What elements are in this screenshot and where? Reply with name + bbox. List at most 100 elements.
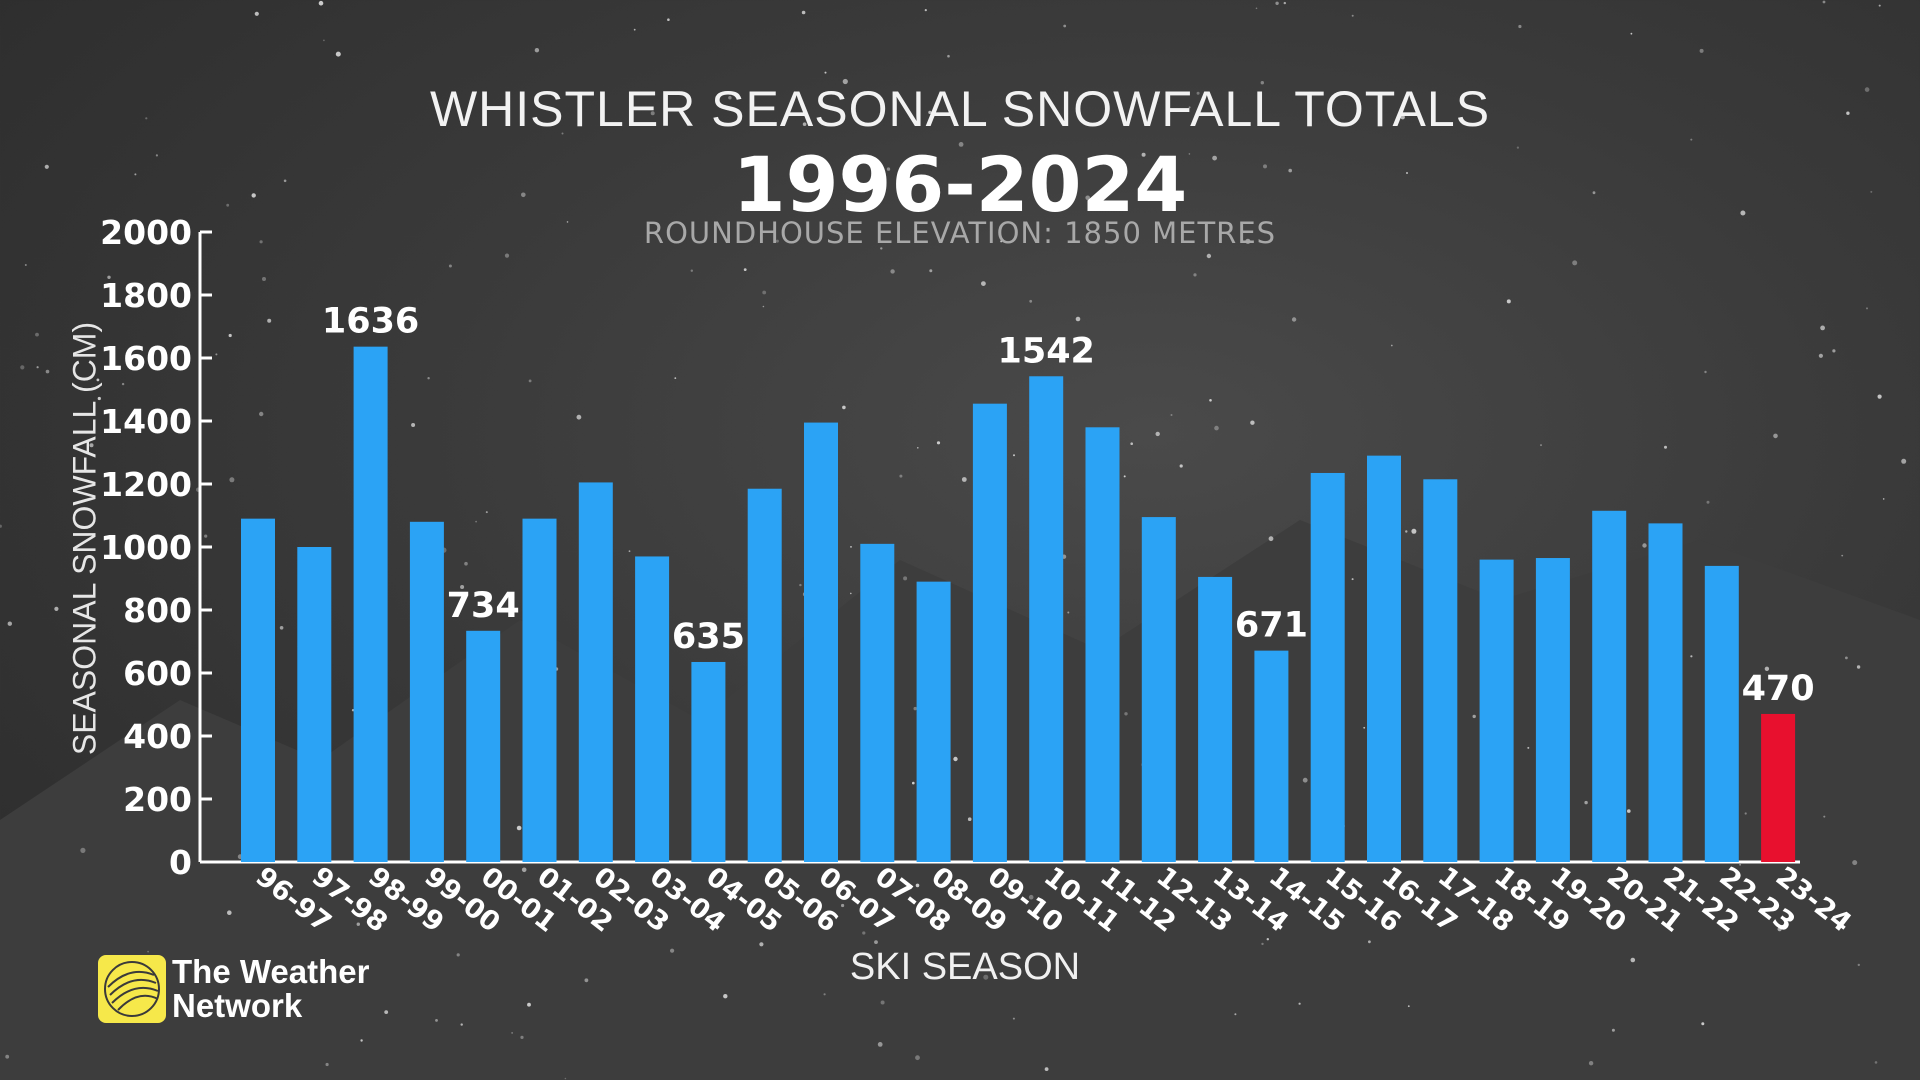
snow-speck	[802, 122, 807, 126]
x-axis-title: SKI SEASON	[849, 946, 1081, 988]
snow-speck	[850, 592, 852, 595]
snow-speck	[1864, 87, 1870, 92]
snow-speck	[0, 524, 2, 528]
snow-speck	[1351, 893, 1357, 899]
snow-speck	[1856, 665, 1861, 669]
snow-speck	[1846, 111, 1850, 115]
snow-speck	[456, 953, 460, 957]
snow-speck	[1155, 431, 1160, 437]
bar-20-21	[1592, 510, 1627, 862]
snow-speck	[172, 800, 177, 805]
snow-speck	[674, 377, 677, 379]
snow-speck	[229, 477, 235, 483]
snow-speck	[35, 332, 39, 337]
bar-02-03	[578, 482, 613, 862]
snow-speck	[650, 111, 655, 116]
snow-speck	[485, 511, 488, 514]
snow-speck	[135, 238, 138, 241]
snow-speck	[967, 817, 972, 821]
snow-speck	[759, 942, 764, 947]
snow-speck	[1000, 240, 1003, 243]
snow-speck	[1234, 1013, 1237, 1016]
snow-speck	[1179, 464, 1183, 468]
snow-speck	[1866, 307, 1868, 310]
snow-speck	[1363, 726, 1366, 729]
snow-speck	[1044, 1067, 1049, 1071]
snow-speck	[775, 239, 779, 243]
snow-speck	[1773, 433, 1778, 439]
snow-speck	[1206, 253, 1212, 259]
snow-speck	[981, 281, 986, 286]
snow-speck	[1124, 712, 1128, 716]
bar-19-20	[1535, 558, 1570, 862]
snow-speck	[880, 247, 883, 250]
snow-speck	[1029, 299, 1033, 303]
snow-speck	[45, 369, 50, 374]
snow-speck	[1351, 578, 1354, 581]
snow-speck	[1739, 863, 1741, 866]
snow-speck	[1878, 4, 1881, 7]
snow-speck	[521, 192, 526, 198]
snow-speck	[1028, 894, 1034, 900]
snow-speck	[1832, 349, 1836, 353]
snow-speck	[1170, 414, 1173, 416]
snow-speck	[1141, 152, 1146, 157]
snow-speck	[1690, 138, 1693, 141]
snow-speck	[1704, 370, 1707, 374]
snow-speck	[227, 910, 232, 915]
snow-speck	[1275, 1, 1279, 5]
snow-speck	[1063, 24, 1067, 28]
snow-speck	[1611, 1028, 1615, 1032]
snow-speck	[903, 576, 908, 581]
data-label: 671	[1235, 606, 1308, 646]
snow-speck	[527, 1002, 531, 1007]
data-label: 734	[447, 586, 520, 626]
snow-speck	[1882, 498, 1885, 500]
snow-speck	[912, 781, 915, 785]
snow-speck	[259, 411, 264, 417]
snow-speck	[1592, 191, 1596, 195]
snow-speck	[799, 583, 802, 587]
bar-97-98	[297, 547, 332, 862]
snow-speck	[259, 240, 263, 244]
bar-03-04	[635, 556, 670, 862]
snow-speck	[1013, 454, 1015, 457]
snow-speck	[899, 474, 903, 478]
bar-00-01	[466, 630, 501, 862]
snow-speck	[1527, 746, 1530, 749]
snow-speck	[411, 423, 416, 427]
snow-speck	[460, 585, 465, 589]
bar-11-12	[1085, 427, 1120, 862]
bar-07-08	[860, 543, 895, 862]
chart-title: WHISTLER SEASONAL SNOWFALL TOTALS	[429, 81, 1491, 137]
snow-speck	[1268, 536, 1274, 542]
snow-speck	[1245, 238, 1251, 244]
snow-speck	[1196, 91, 1200, 95]
snow-speck	[915, 1055, 920, 1061]
snow-speck	[1302, 777, 1308, 783]
snow-speck	[427, 377, 430, 380]
snow-speck	[1085, 195, 1090, 201]
snow-speck	[1870, 190, 1873, 193]
snow-speck	[633, 28, 636, 31]
snow-speck	[667, 18, 670, 22]
snow-speck	[251, 193, 256, 198]
snow-speck	[335, 51, 341, 57]
snow-speck	[435, 1019, 438, 1022]
snow-speck	[584, 978, 589, 983]
snow-speck	[877, 1042, 883, 1047]
snow-speck	[107, 275, 111, 279]
snow-speck	[1699, 48, 1704, 53]
snow-speck	[1406, 172, 1408, 174]
snow-speck	[953, 756, 958, 762]
snow-speck	[1630, 957, 1636, 963]
snow-speck	[723, 994, 728, 999]
snow-speck	[5, 1054, 10, 1059]
snow-speck	[1411, 528, 1417, 534]
data-label: 1542	[997, 331, 1094, 371]
bar-01-02	[522, 518, 557, 862]
bar-23-24	[1761, 713, 1796, 862]
snow-speck	[511, 1032, 513, 1034]
bar-06-07	[804, 422, 838, 862]
snow-speck	[823, 993, 826, 996]
